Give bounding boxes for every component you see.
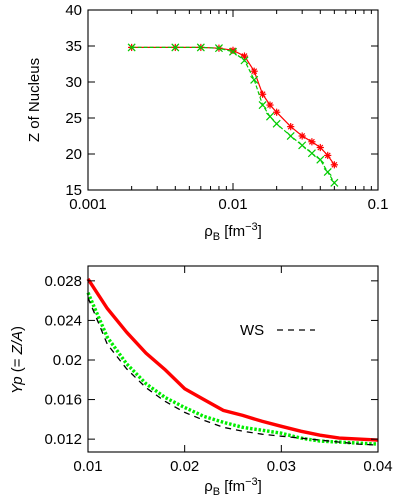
chart-marks <box>127 43 339 187</box>
x-tick-label: 0.03 <box>267 458 296 475</box>
data-point <box>258 101 267 110</box>
x-tick-label: 0.1 <box>368 196 389 213</box>
data-point <box>214 44 223 53</box>
y-tick-label: 35 <box>65 38 82 55</box>
series-line <box>87 297 379 446</box>
data-point <box>229 46 237 54</box>
y-tick-label: 30 <box>65 74 82 91</box>
data-point <box>307 149 316 158</box>
x-axis-label: ρB [fm−3] <box>204 476 262 498</box>
x-tick-label: 0.01 <box>218 196 247 213</box>
y-tick-label: 0.024 <box>44 312 82 329</box>
data-point <box>316 155 325 164</box>
data-point <box>286 131 295 141</box>
series-line <box>86 277 379 442</box>
x-tick-label: 0.04 <box>363 458 392 475</box>
y-tick-label: 40 <box>65 2 82 19</box>
data-point <box>240 56 249 65</box>
y-tick-label: 0.028 <box>44 273 82 290</box>
data-point <box>308 138 316 146</box>
plot-frame <box>87 265 379 453</box>
axis-ticks: 0.001 0.01 0.1 15 20 25 30 35 40 <box>65 2 388 213</box>
data-point <box>298 141 307 150</box>
data-point <box>228 47 238 56</box>
z-of-nucleus-chart: 0.001 0.01 0.1 15 20 25 30 35 40 ρB [fm−3] Z of … <box>26 2 388 243</box>
legend: WS <box>240 322 315 339</box>
legend-label: WS <box>240 322 264 339</box>
data-point <box>330 178 339 187</box>
x-axis-label: ρB [fm−3] <box>204 221 262 243</box>
y-tick-label: 0.016 <box>44 392 82 409</box>
y-axis-label: Z of Nucleus <box>26 58 43 142</box>
data-point <box>324 151 332 160</box>
data-point <box>316 143 324 152</box>
y-tick-label: 15 <box>65 182 82 199</box>
data-point <box>250 67 258 75</box>
x-tick-label: 0.02 <box>170 458 199 475</box>
proton-fraction-chart: 0.01 0.02 0.03 0.04 0.012 0.016 0.02 0.024 0.028… <box>9 265 393 498</box>
x-tick-label: 0.01 <box>73 458 102 475</box>
series-line <box>86 292 379 446</box>
axis-ticks: 0.01 0.02 0.03 0.04 0.012 0.016 0.02 0.024 0.028 <box>44 266 393 475</box>
data-point <box>258 90 267 98</box>
data-point <box>272 119 281 128</box>
data-point <box>287 123 295 131</box>
y-tick-label: 25 <box>65 110 82 127</box>
y-tick-label: 0.02 <box>53 352 82 369</box>
y-tick-label: 0.012 <box>44 431 82 448</box>
data-point <box>273 108 281 116</box>
y-axis-label: Yp (= Z/A) <box>9 326 26 394</box>
data-point <box>323 167 332 177</box>
data-point <box>171 43 180 52</box>
chart-marks <box>86 277 379 446</box>
y-tick-label: 20 <box>65 146 82 163</box>
data-point <box>250 75 259 84</box>
data-point <box>265 112 275 121</box>
data-point <box>196 43 205 52</box>
data-point <box>266 101 274 109</box>
series-line <box>131 46 335 184</box>
data-point <box>298 132 306 140</box>
data-point <box>240 52 249 60</box>
data-point <box>330 161 338 169</box>
x-tick-label: 0.001 <box>69 196 107 213</box>
data-point <box>127 43 136 52</box>
